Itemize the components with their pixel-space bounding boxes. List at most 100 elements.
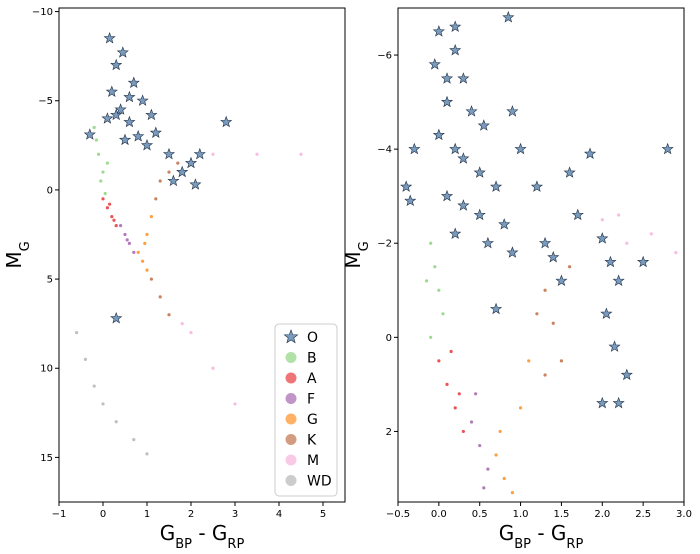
data-point-star <box>473 166 486 178</box>
data-point-star <box>457 199 470 211</box>
data-point <box>299 152 303 156</box>
legend-item-wd: WD <box>285 474 332 490</box>
plot-area <box>398 8 684 502</box>
data-point-star <box>539 236 552 249</box>
data-point-star <box>184 156 198 169</box>
data-point <box>132 437 136 442</box>
data-point-star <box>440 95 454 108</box>
data-point <box>449 349 453 354</box>
series-k <box>149 161 180 317</box>
x-tick-label: 2.5 <box>635 509 651 520</box>
x-tick-label: 1.5 <box>553 509 569 520</box>
x-tick-label: 2 <box>188 509 194 520</box>
data-point <box>518 406 523 410</box>
data-point-star <box>637 255 650 268</box>
legend-item-k: K <box>285 433 317 449</box>
data-point <box>474 392 478 396</box>
data-point <box>103 191 107 196</box>
x-axis-title: GBP - GRP <box>499 521 584 550</box>
x-tick-label: 3 <box>232 509 238 520</box>
series-m <box>600 213 678 255</box>
data-point-star <box>514 142 527 155</box>
data-point-star <box>408 142 421 155</box>
data-point <box>141 259 145 263</box>
data-point <box>145 268 149 272</box>
y-tick-label: −6 <box>377 51 392 62</box>
data-point <box>478 443 482 448</box>
series-g <box>494 359 531 495</box>
right-panel: −0.5 0.0 0.5 1.0 1.5 2.0 2.5 3.0 −6 −4 −2 0 2 GBP - G… <box>341 7 692 552</box>
y-tick-label: 0 <box>47 185 53 196</box>
data-point <box>559 359 564 363</box>
axes-frame <box>58 7 346 503</box>
data-point <box>136 250 140 254</box>
data-point <box>543 288 547 292</box>
series-m <box>180 152 303 406</box>
data-point <box>127 241 131 246</box>
data-point <box>143 241 147 246</box>
legend-item-a: A <box>285 371 317 387</box>
y-tick-label: 5 <box>47 275 53 286</box>
data-point <box>101 170 105 174</box>
series-b <box>425 241 445 339</box>
data-point <box>119 223 123 228</box>
data-point <box>498 429 502 434</box>
data-point-star <box>596 232 609 244</box>
data-point-star <box>101 112 114 124</box>
data-point-star <box>612 396 625 409</box>
data-point <box>674 251 678 255</box>
data-point <box>112 218 116 222</box>
data-point <box>105 206 109 210</box>
data-point <box>510 490 514 495</box>
data-point <box>97 152 101 156</box>
data-point <box>75 330 79 335</box>
data-point <box>176 161 180 165</box>
x-tick-label: −0.5 <box>386 509 410 520</box>
data-point <box>167 170 171 174</box>
data-point-star <box>105 85 118 97</box>
data-point <box>429 241 433 245</box>
data-point <box>461 429 465 434</box>
data-point-star <box>530 180 543 192</box>
legend-item-f: F <box>285 392 315 408</box>
data-point <box>105 161 109 165</box>
data-point-star <box>123 115 136 128</box>
data-point <box>568 265 572 269</box>
data-point <box>158 295 162 299</box>
legend-item-m: M <box>285 453 319 469</box>
data-point-star <box>110 108 123 121</box>
data-point-star <box>114 103 127 115</box>
data-point <box>551 321 555 325</box>
data-point <box>94 138 98 142</box>
legend-label: O <box>307 330 318 346</box>
x-tick-label: −1 <box>52 509 67 520</box>
legend-label: A <box>307 371 317 387</box>
x-tick-label: 1 <box>144 509 150 520</box>
data-point-star <box>583 147 597 159</box>
data-point <box>441 312 445 316</box>
y-tick-label: 10 <box>40 364 53 375</box>
legend-marker <box>285 475 297 486</box>
legend-marker <box>283 329 299 344</box>
legend-box <box>274 323 338 497</box>
data-point <box>108 202 112 206</box>
data-point-star <box>140 138 154 151</box>
data-point-star <box>502 11 515 23</box>
legend-marker <box>285 454 297 466</box>
legend-item-g: G <box>285 412 318 428</box>
data-point-star <box>189 178 202 190</box>
legend-marker <box>285 434 297 445</box>
data-point-star <box>432 25 445 37</box>
data-point <box>149 215 153 219</box>
data-point <box>132 250 136 254</box>
data-point-star <box>103 31 116 44</box>
data-point-star <box>167 174 180 187</box>
series-o <box>83 31 233 324</box>
legend-marker <box>285 352 297 363</box>
data-point-star <box>506 105 519 117</box>
data-point-star <box>449 142 462 155</box>
data-point-star <box>490 180 503 192</box>
data-point-star <box>604 255 617 268</box>
data-point-star <box>176 165 189 178</box>
legend-label: F <box>307 392 315 408</box>
